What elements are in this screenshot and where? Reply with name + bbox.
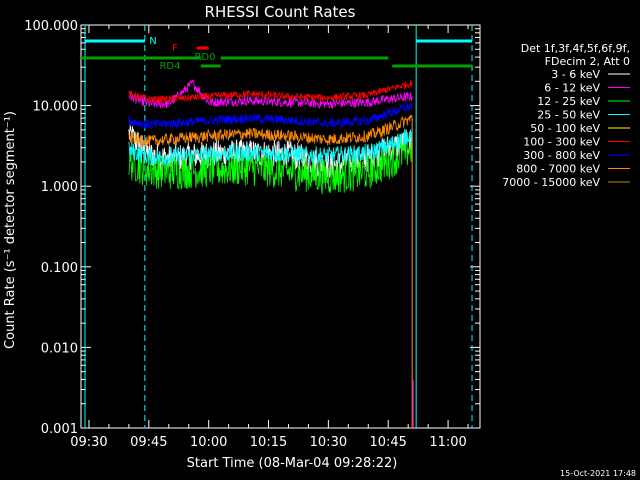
x-tick-label: 11:00	[429, 435, 466, 450]
x-tick-label: 10:00	[190, 435, 227, 450]
y-tick-labels: 0.001 0.010 0.100 1.000 10.000 100.000	[24, 19, 78, 437]
legend-entry-label: 3 - 6 keV	[551, 68, 600, 81]
series-line-2	[128, 134, 413, 195]
series-line-6	[128, 100, 413, 129]
series-line-1	[128, 79, 413, 109]
flag-label-n: N	[149, 36, 156, 47]
x-tick-labels: 09:30 09:45 10:00 10:15 10:30 10:45 11:00	[70, 435, 467, 450]
x-tick-label: 10:30	[310, 435, 347, 450]
legend-entry-label: 12 - 25 keV	[537, 95, 600, 108]
legend: Det 1f,3f,4f,5f,6f,9f,FDecim 2, Att 03 -…	[502, 42, 630, 189]
legend-header: FDecim 2, Att 0	[545, 55, 630, 68]
x-tick-label: 10:45	[369, 435, 406, 450]
legend-entry-label: 100 - 300 keV	[523, 136, 600, 149]
flag-label-f: F	[172, 43, 178, 54]
time-markers	[84, 25, 473, 428]
generation-timestamp: 15-Oct-2021 17:48	[560, 469, 636, 478]
series-line-3	[128, 128, 413, 166]
y-tick-label: 0.100	[41, 261, 78, 276]
x-tick-label: 09:30	[70, 435, 107, 450]
series-lines	[128, 79, 414, 428]
series-line-5	[128, 80, 413, 103]
y-tick-label: 0.010	[41, 341, 78, 356]
y-tick-label: 1.000	[41, 180, 78, 195]
plot-axes	[80, 24, 481, 429]
y-tick-label: 10.000	[33, 100, 79, 115]
x-axis-label: Start Time (08-Mar-04 09:28:22)	[187, 456, 398, 471]
y-axis-label: Count Rate (s⁻¹ detector segment⁻¹)	[3, 111, 18, 349]
flag-label-rd4: RD4	[159, 61, 180, 72]
legend-entry-label: 800 - 7000 keV	[516, 163, 600, 176]
legend-entry-label: 7000 - 15000 keV	[502, 176, 600, 189]
x-tick-label: 10:15	[250, 435, 287, 450]
y-tick-label: 0.001	[41, 422, 78, 437]
legend-header: Det 1f,3f,4f,5f,6f,9f,	[521, 42, 630, 55]
chart-title: RHESSI Count Rates	[205, 3, 356, 21]
legend-entry-label: 300 - 800 keV	[523, 149, 600, 162]
y-tick-label: 100.000	[24, 19, 78, 34]
flag-bars: N F RD0 RD4	[81, 36, 473, 72]
legend-entry-label: 50 - 100 keV	[530, 122, 600, 135]
flag-label-rd0: RD0	[194, 52, 215, 63]
plot-frame	[80, 24, 481, 429]
legend-entry-label: 6 - 12 keV	[544, 82, 600, 95]
series-line-7	[128, 114, 413, 147]
legend-entry-label: 25 - 50 keV	[537, 109, 600, 122]
x-tick-label: 09:45	[130, 435, 167, 450]
